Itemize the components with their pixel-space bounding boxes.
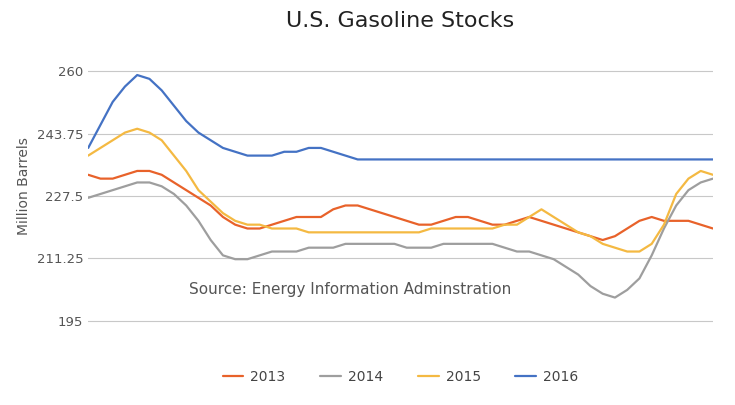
2013 bbox=[476, 218, 484, 223]
2013 bbox=[598, 238, 607, 243]
2015 bbox=[623, 249, 631, 254]
2016 bbox=[512, 157, 521, 162]
Title: U.S. Gasoline Stocks: U.S. Gasoline Stocks bbox=[287, 11, 514, 31]
2014 bbox=[672, 203, 681, 208]
2013 bbox=[709, 226, 717, 231]
2016 bbox=[133, 72, 142, 77]
2015 bbox=[427, 226, 436, 231]
2014 bbox=[133, 180, 142, 185]
2013 bbox=[390, 215, 399, 220]
2016 bbox=[488, 157, 497, 162]
2014 bbox=[709, 176, 717, 181]
2016 bbox=[84, 145, 93, 150]
2013 bbox=[145, 168, 154, 173]
2014 bbox=[378, 241, 387, 246]
Text: Source: Energy Information Adminstration: Source: Energy Information Adminstration bbox=[190, 282, 512, 297]
2015 bbox=[501, 222, 509, 227]
2015 bbox=[709, 173, 717, 177]
Line: 2013: 2013 bbox=[88, 171, 713, 240]
2015 bbox=[476, 226, 484, 231]
2013 bbox=[501, 222, 509, 227]
Line: 2014: 2014 bbox=[88, 179, 713, 298]
2015 bbox=[390, 230, 399, 235]
2016 bbox=[145, 77, 154, 81]
2016 bbox=[709, 157, 717, 162]
Legend: 2013, 2014, 2015, 2016: 2013, 2014, 2015, 2016 bbox=[217, 364, 584, 389]
Line: 2016: 2016 bbox=[88, 75, 713, 160]
Line: 2015: 2015 bbox=[88, 129, 713, 252]
2014 bbox=[84, 195, 93, 200]
2015 bbox=[133, 126, 142, 131]
2016 bbox=[354, 157, 362, 162]
2013 bbox=[84, 173, 93, 177]
2016 bbox=[439, 157, 448, 162]
2013 bbox=[427, 222, 436, 227]
2016 bbox=[317, 145, 326, 150]
2015 bbox=[84, 153, 93, 158]
2014 bbox=[464, 241, 473, 246]
2014 bbox=[304, 245, 313, 250]
2013 bbox=[317, 215, 326, 220]
2016 bbox=[402, 157, 411, 162]
Y-axis label: Million Barrels: Million Barrels bbox=[17, 137, 31, 235]
2015 bbox=[317, 230, 326, 235]
2014 bbox=[611, 295, 620, 300]
2015 bbox=[145, 130, 154, 135]
2014 bbox=[488, 241, 497, 246]
2013 bbox=[133, 168, 142, 173]
